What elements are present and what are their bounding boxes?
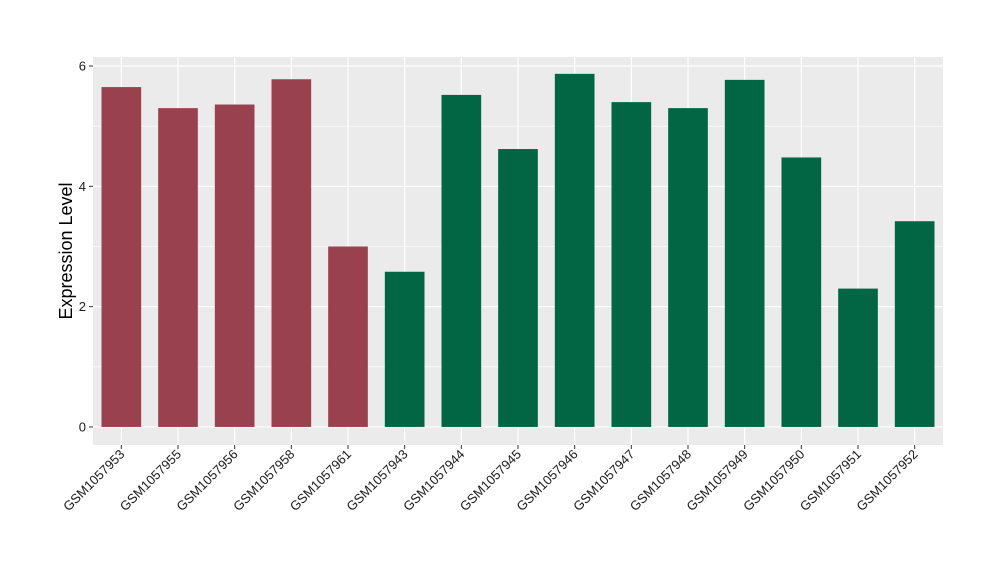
bar-GSM1057947 (611, 102, 652, 427)
bar-GSM1057955 (158, 108, 198, 427)
bar-GSM1057951 (838, 288, 878, 427)
y-tick-label: 4 (79, 179, 86, 194)
bar-GSM1057952 (894, 221, 935, 427)
bar-GSM1057961 (328, 246, 368, 427)
y-tick-label: 0 (79, 419, 86, 434)
y-axis-title: Expression Level (56, 182, 76, 319)
bar-GSM1057948 (668, 108, 708, 427)
bar-GSM1057946 (554, 73, 595, 427)
bar-GSM1057950 (781, 157, 822, 427)
bar-GSM1057944 (441, 94, 482, 427)
bar-GSM1057953 (101, 87, 142, 427)
bar-GSM1057943 (384, 271, 425, 427)
bar-GSM1057949 (724, 79, 765, 427)
y-tick-label: 6 (79, 59, 86, 74)
bar-GSM1057958 (271, 79, 312, 427)
bars (101, 73, 935, 427)
y-tick-label: 2 (79, 299, 86, 314)
bar-GSM1057956 (214, 104, 255, 427)
bar-GSM1057945 (498, 149, 538, 427)
